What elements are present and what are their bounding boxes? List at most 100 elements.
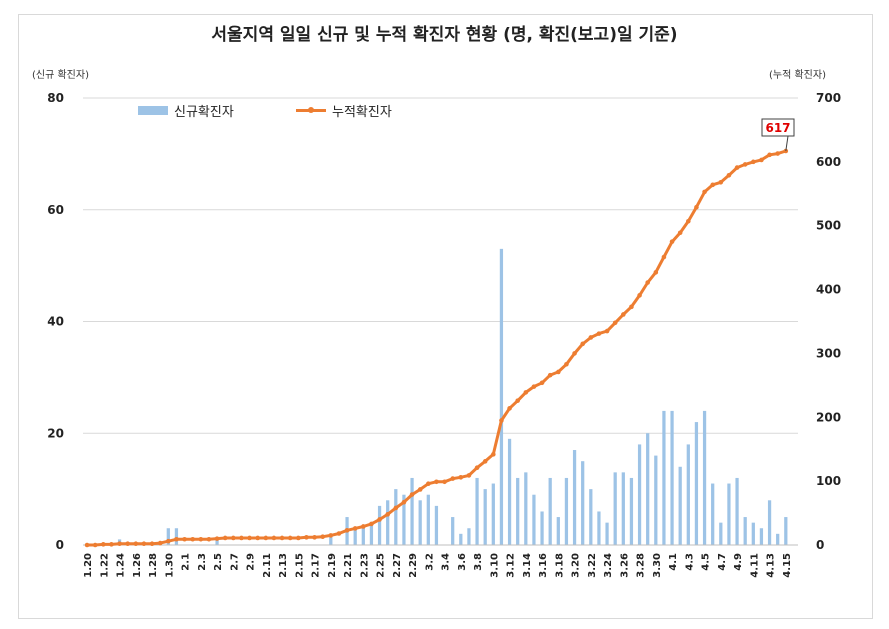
bar bbox=[751, 522, 755, 545]
line-point bbox=[157, 540, 163, 546]
x-tick-label: 2.11 bbox=[262, 553, 273, 578]
bar bbox=[507, 438, 512, 545]
line-point bbox=[255, 535, 260, 541]
bar bbox=[743, 517, 747, 545]
bar bbox=[654, 455, 658, 545]
bar bbox=[702, 410, 707, 545]
y-left-tick-label: 0 bbox=[56, 538, 64, 552]
x-tick-label: 3.12 bbox=[506, 553, 517, 578]
bar bbox=[637, 444, 642, 545]
x-tick-label: 1.22 bbox=[99, 553, 110, 578]
line-point bbox=[409, 492, 415, 497]
line-point bbox=[588, 335, 594, 340]
line-point bbox=[222, 535, 228, 541]
x-tick-label: 1.28 bbox=[148, 553, 159, 578]
line-point bbox=[686, 218, 691, 224]
y-right-tick-label: 600 bbox=[816, 155, 841, 169]
line-point bbox=[328, 533, 334, 538]
bar bbox=[215, 539, 219, 545]
x-tick-label: 4.11 bbox=[749, 553, 760, 578]
line-point bbox=[182, 536, 187, 542]
x-tick-label: 1.30 bbox=[164, 553, 175, 578]
bar bbox=[613, 472, 617, 545]
line-point bbox=[767, 152, 772, 158]
x-tick-label: 1.20 bbox=[83, 553, 94, 578]
line-point bbox=[669, 239, 675, 244]
bar bbox=[483, 489, 487, 545]
line-point bbox=[385, 512, 390, 517]
line-point bbox=[92, 542, 98, 548]
x-tick-label: 3.6 bbox=[457, 553, 468, 571]
x-tick-label: 2.25 bbox=[376, 553, 387, 578]
line-point bbox=[125, 541, 130, 547]
y-left-tick-label: 20 bbox=[47, 426, 64, 440]
bar bbox=[499, 248, 504, 546]
bar bbox=[646, 433, 650, 545]
line-point bbox=[547, 372, 553, 378]
x-tick-label: 2.27 bbox=[392, 553, 403, 578]
bar bbox=[589, 489, 593, 545]
x-tick-label: 2.21 bbox=[343, 553, 354, 578]
bar bbox=[735, 477, 739, 545]
line-point bbox=[702, 189, 707, 195]
y-right-tick-label: 100 bbox=[816, 474, 841, 488]
x-tick-label: 3.4 bbox=[441, 553, 452, 571]
legend-line-swatch bbox=[296, 107, 326, 113]
line-point bbox=[426, 481, 431, 486]
line-point bbox=[344, 528, 350, 533]
line-point bbox=[296, 535, 301, 541]
y-right-tick-label: 200 bbox=[816, 410, 841, 424]
bar bbox=[402, 494, 406, 545]
legend-bar-label: 신규확진자 bbox=[174, 105, 234, 120]
y-left-tick-label: 40 bbox=[47, 315, 64, 329]
bar bbox=[711, 483, 715, 545]
line-point bbox=[515, 398, 520, 403]
x-tick-label: 4.9 bbox=[733, 553, 744, 571]
bar bbox=[564, 477, 569, 545]
bar bbox=[475, 477, 479, 545]
line-point bbox=[101, 542, 106, 547]
line-point bbox=[271, 535, 277, 541]
x-tick-label: 2.13 bbox=[278, 553, 289, 578]
line-point bbox=[564, 361, 569, 367]
line-point bbox=[621, 312, 626, 317]
line-point bbox=[645, 280, 650, 285]
line-point bbox=[482, 459, 488, 464]
bar bbox=[548, 477, 552, 545]
chart-title: 서울지역 일일 신규 및 누적 확진자 현황 (명, 확진(보고)일 기준) bbox=[211, 25, 678, 45]
line-point bbox=[572, 351, 577, 356]
bar bbox=[418, 500, 422, 545]
x-tick-label: 2.9 bbox=[246, 553, 257, 571]
x-tick-label: 3.30 bbox=[652, 553, 663, 578]
y-left-tick-label: 80 bbox=[47, 91, 64, 105]
bar bbox=[174, 528, 179, 545]
line-point bbox=[287, 535, 293, 541]
bar bbox=[516, 477, 520, 545]
line-point bbox=[523, 390, 529, 395]
bar bbox=[467, 528, 471, 545]
bar bbox=[459, 533, 463, 545]
x-tick-label: 4.3 bbox=[684, 553, 695, 571]
bar bbox=[556, 517, 560, 545]
x-tick-label: 1.24 bbox=[116, 553, 127, 578]
line-point bbox=[369, 521, 374, 527]
line-point bbox=[507, 406, 512, 411]
line-point bbox=[401, 499, 407, 505]
line-point bbox=[166, 538, 171, 544]
x-tick-label: 3.2 bbox=[424, 553, 435, 571]
x-tick-label: 2.29 bbox=[408, 553, 419, 578]
y-right-tick-label: 300 bbox=[816, 346, 841, 360]
line-point bbox=[604, 328, 610, 334]
line-point bbox=[637, 293, 642, 298]
line-point bbox=[239, 535, 244, 541]
bar bbox=[377, 505, 382, 545]
line-point bbox=[214, 536, 220, 541]
line-point bbox=[491, 452, 496, 457]
line-point bbox=[710, 182, 715, 188]
line-point bbox=[531, 384, 537, 389]
line-point bbox=[263, 535, 269, 541]
line-point bbox=[474, 465, 480, 471]
legend-line-label: 누적확진자 bbox=[332, 105, 392, 120]
y-left-tick-label: 60 bbox=[47, 203, 64, 217]
